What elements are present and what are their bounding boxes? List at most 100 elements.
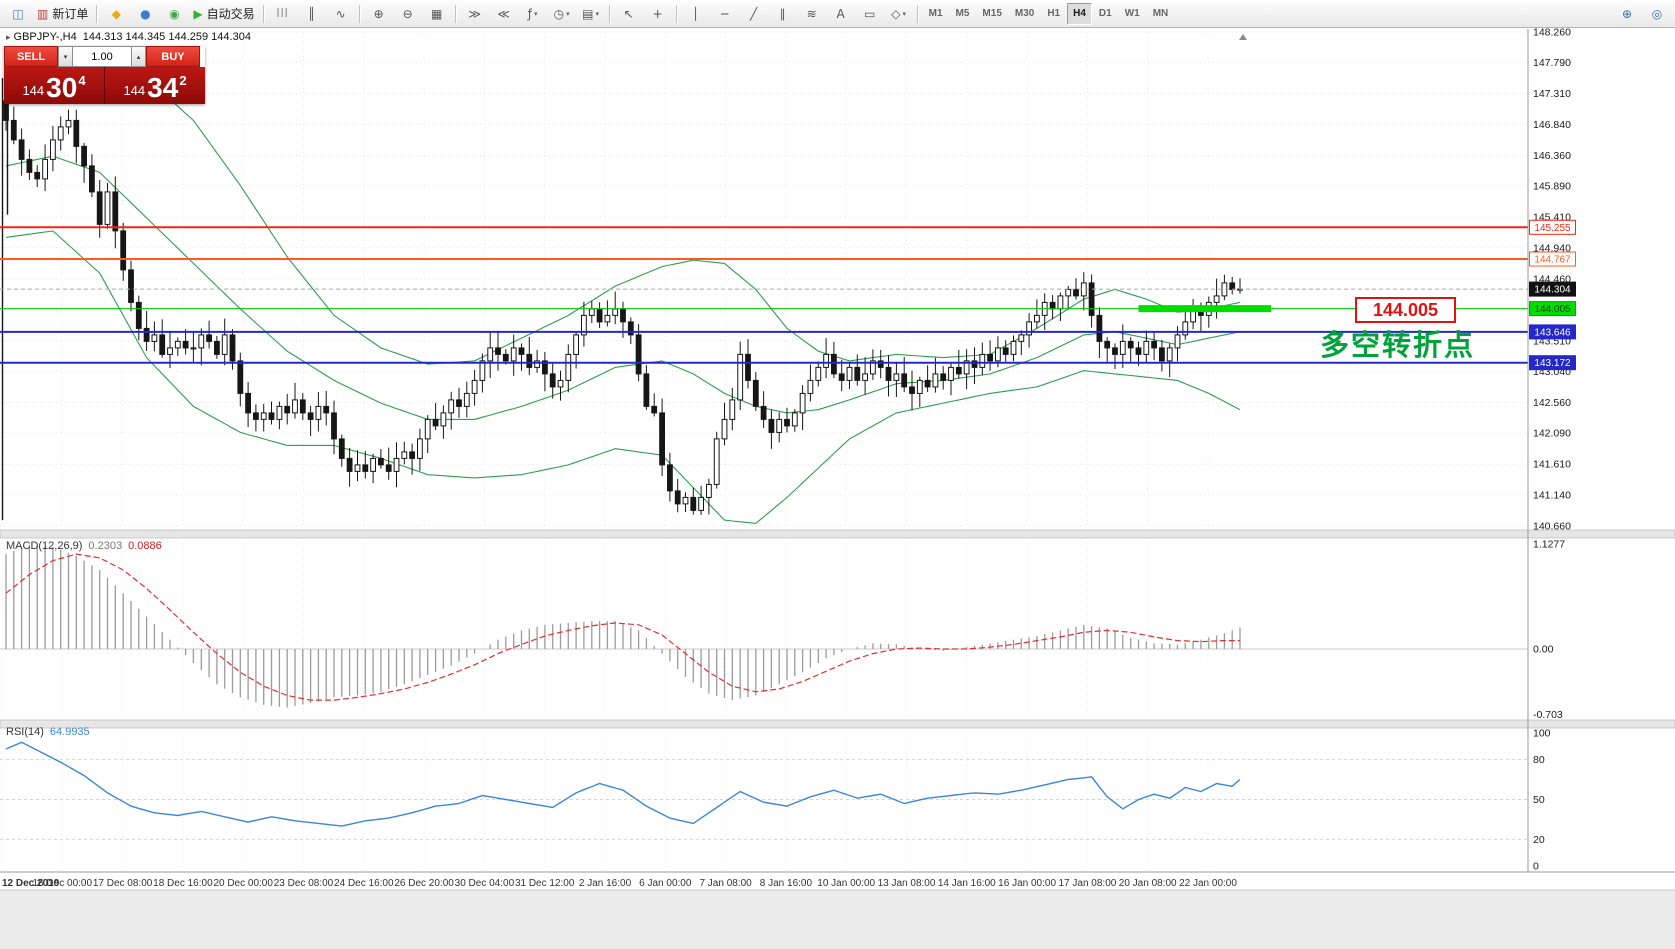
candle-body (1182, 321, 1189, 336)
time-axis-label: 10 Jan 00:00 (817, 878, 875, 889)
candlestick-chart-button[interactable]: ║ (298, 2, 326, 26)
auto-scroll-button[interactable]: ≫ (461, 2, 489, 26)
candle-body (518, 347, 525, 355)
community-icon-button[interactable]: ● (131, 2, 159, 26)
buy-button[interactable]: BUY (146, 46, 200, 67)
candle-body (143, 327, 150, 342)
auto-trading-button[interactable]: ▶ 自动交易 (189, 2, 258, 26)
candle-body (815, 366, 822, 381)
candle-body (627, 321, 634, 336)
candle-body (1229, 282, 1236, 290)
price-axis-label: 147.790 (1533, 57, 1571, 69)
auto-trading-button-label: 自动交易 (206, 7, 255, 21)
candle-body (565, 353, 572, 381)
trendline-button[interactable]: ╱ (740, 2, 768, 26)
candle-body (948, 366, 954, 381)
candle-body (182, 340, 189, 349)
candle-body (706, 483, 712, 498)
panel-separator[interactable] (0, 719, 1675, 729)
timeframe-button-d1[interactable]: D1 (1098, 8, 1112, 19)
price-axis-label: 146.840 (1533, 119, 1571, 131)
cursor-icon: ↖ (623, 6, 634, 21)
sell-price-button[interactable]: 144 30 4 (4, 67, 104, 104)
broadcast-icon-button[interactable]: ◉ (160, 2, 188, 26)
templates-combo[interactable]: ▤ ▾ (577, 2, 605, 26)
text-label-button[interactable]: ▭ (856, 2, 884, 26)
new-order-button[interactable]: ▥ 新订单 (33, 2, 92, 26)
candle-body (26, 158, 33, 173)
sell-button[interactable]: SELL (4, 46, 58, 67)
shapes-combo[interactable]: ◇ ▾ (885, 2, 913, 26)
candle-body (760, 405, 767, 420)
candle-body (1213, 295, 1220, 303)
bar-chart-button[interactable]: ||| (269, 2, 297, 26)
timeframe-button-w1[interactable]: W1 (1124, 8, 1140, 19)
candle-body (573, 334, 580, 355)
buy-price-button[interactable]: 144 34 2 (105, 67, 205, 104)
candle-body (268, 412, 275, 420)
timeframe-button-h1[interactable]: H1 (1047, 8, 1061, 19)
rebate-icon-button[interactable]: ◆ (102, 2, 130, 26)
candle-body (620, 308, 626, 323)
time-axis-label: 24 Dec 16:00 (334, 878, 394, 889)
candle-body (557, 379, 564, 388)
periods-combo[interactable]: ◷ ▾ (548, 2, 576, 26)
timeframe-button-mn[interactable]: MN (1152, 8, 1169, 19)
candle-body (667, 464, 673, 492)
candle-body (417, 438, 423, 459)
crosshair-icon: + (652, 6, 663, 21)
timeframe-button-m1[interactable]: M1 (928, 8, 943, 19)
candle-body (198, 334, 205, 349)
volume-input[interactable] (73, 46, 131, 67)
candle-body (456, 399, 462, 407)
vertical-line-icon: │ (691, 6, 700, 21)
timeframe-button-m5[interactable]: M5 (955, 8, 970, 19)
candle-body (823, 353, 830, 368)
candle-body (768, 418, 775, 433)
candle-body (487, 347, 494, 362)
candle-body (674, 490, 681, 505)
rsi-name: RSI(14) (6, 726, 44, 738)
timeframe-button-h4[interactable]: H4 (1067, 2, 1092, 25)
zoom-out-button[interactable]: ⊖ (394, 2, 422, 26)
price-callout-box[interactable]: 144.005 (1355, 297, 1456, 323)
timeframe-button-m30[interactable]: M30 (1014, 8, 1035, 19)
candle-body (979, 353, 986, 368)
horizontal-line-button[interactable]: ─ (711, 2, 739, 26)
search-plus-button[interactable]: ⊕ (1613, 2, 1641, 26)
bollinger-lower-band (5, 230, 1241, 524)
time-axis-label: 13 Jan 08:00 (878, 878, 936, 889)
scroll-marker-icon[interactable] (1239, 34, 1247, 40)
indicators-combo[interactable]: ƒ ▾ (519, 2, 547, 26)
candle-body (698, 496, 705, 511)
crosshair-button[interactable]: + (644, 2, 672, 26)
search-next-button[interactable]: ◎ (1643, 2, 1671, 26)
one-click-trading-panel: SELL ▾ ▴ BUY 144 30 4 144 34 2 (4, 46, 205, 104)
rsi-axis-label: 0 (1533, 861, 1539, 873)
chart-shift-button[interactable]: ≪ (490, 2, 518, 26)
toolbar-separator (96, 4, 99, 23)
candle-body (495, 347, 501, 355)
candle-body (1065, 288, 1072, 297)
time-axis-label: 17 Dec 08:00 (93, 878, 153, 889)
candle-body (651, 405, 658, 414)
candle-body (378, 457, 384, 466)
cursor-button[interactable]: ↖ (615, 2, 643, 26)
periods-icon: ◷ (553, 6, 565, 21)
line-chart-button[interactable]: ∿ (327, 2, 355, 26)
zoom-in-button[interactable]: ⊕ (365, 2, 393, 26)
volume-decrease-button[interactable]: ▾ (58, 46, 73, 67)
candle-body (190, 347, 197, 350)
tile-windows-button[interactable]: ▦ (423, 2, 451, 26)
vertical-line-button[interactable]: │ (682, 2, 710, 26)
equidistant-channel-button[interactable]: ∥ (769, 2, 797, 26)
panel-separator[interactable] (0, 529, 1675, 539)
rsi-axis-label: 100 (1533, 728, 1551, 740)
candle-body (260, 412, 267, 420)
ohlc-values: 144.313 144.345 144.259 144.304 (82, 31, 251, 43)
candlestick-chart-icon: ║ (307, 6, 316, 21)
volume-increase-button[interactable]: ▴ (131, 46, 146, 67)
text-button[interactable]: A (827, 2, 855, 26)
timeframe-button-m15[interactable]: M15 (982, 8, 1002, 19)
fibonacci-button[interactable]: ≋ (798, 2, 826, 26)
